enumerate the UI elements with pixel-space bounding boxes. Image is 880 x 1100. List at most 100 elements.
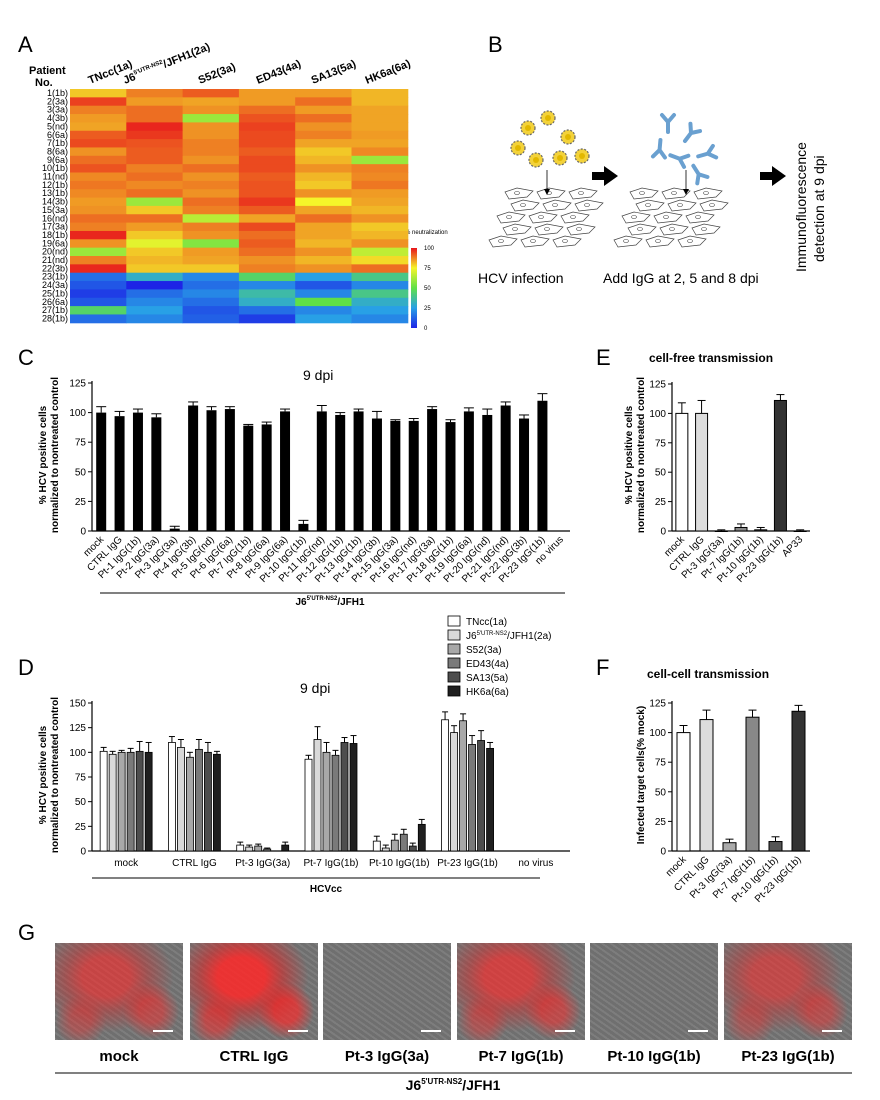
scale-bar <box>822 1030 842 1032</box>
heatmap-cell <box>238 97 296 107</box>
chart-d-ylabel-2: normalized to nontreated control <box>50 697 61 853</box>
heatmap-scale-tick: 75 <box>424 266 431 272</box>
chart-e-ylabel-2: normalized to nontreated control <box>636 377 647 533</box>
chart-f-bar <box>699 719 714 852</box>
chart-e-title: cell-free transmission <box>649 351 773 365</box>
down-arrow-head <box>544 189 550 195</box>
cell-nucleus <box>576 227 582 231</box>
microscopy-image <box>55 943 183 1040</box>
heatmap-cell <box>351 180 409 190</box>
heatmap-col-3: ED43(4a) <box>255 58 303 87</box>
heatmap-cell <box>126 247 184 257</box>
chart-e-bar <box>695 412 709 532</box>
heatmap-cell <box>182 97 240 107</box>
heatmap-cell <box>182 164 240 173</box>
chart-f-y-tick-label: 100 <box>649 728 666 739</box>
heatmap-cell <box>126 172 184 182</box>
chart-d-bar <box>477 740 485 852</box>
heatmap-row-label: 16(nd) <box>42 213 68 223</box>
heatmap-cell <box>351 289 409 299</box>
diagram-step-add-igg: Add IgG at 2, 5 and 8 dpi <box>603 270 759 286</box>
heatmap-cell <box>126 180 184 190</box>
chart-e-bar <box>675 412 689 532</box>
down-arrow-head <box>683 189 689 195</box>
heatmap-cell <box>351 114 409 123</box>
heatmap-cell <box>182 89 240 98</box>
chart-d-legend-swatch <box>447 643 461 655</box>
chart-c-bar <box>206 410 217 531</box>
chart-c-bar <box>224 409 235 531</box>
heatmap-cell <box>70 105 127 115</box>
heatmap-cell <box>70 230 127 240</box>
chart-c-bar <box>280 411 291 531</box>
chart-d-legend-label: S52(3a) <box>466 645 502 656</box>
panel-letter-a: A <box>18 32 33 57</box>
chart-c-bar <box>261 424 272 531</box>
heatmap-cell <box>295 264 352 274</box>
cell-nucleus <box>669 227 675 231</box>
chart-e-y-tick-label: 125 <box>649 380 666 391</box>
chart-d-bar <box>468 744 476 852</box>
heatmap-cell <box>351 306 409 315</box>
heatmap-cell <box>70 139 127 148</box>
cell-nucleus <box>663 215 669 219</box>
chart-c-title: 9 dpi <box>303 367 333 383</box>
heatmap-cell <box>295 139 352 148</box>
heatmap-cell <box>182 281 240 290</box>
cell-nucleus <box>639 191 645 195</box>
chart-c-bar <box>188 405 199 531</box>
heatmap-cell <box>70 247 127 257</box>
heatmap-cell <box>295 281 352 290</box>
heatmap-color-scale <box>411 248 417 328</box>
heatmap-cell <box>238 114 296 123</box>
chart-c-bar <box>335 414 346 531</box>
heatmap-cell <box>295 256 352 265</box>
heatmap-scale-title: % neutralization <box>405 230 448 236</box>
heatmap-row-label: 6(6a) <box>47 130 68 140</box>
heatmap-cell <box>295 230 352 240</box>
chart-c-y-tick-label: 0 <box>80 527 86 538</box>
cell-nucleus <box>562 239 568 243</box>
heatmap-cell <box>238 89 296 98</box>
heatmap-row-label: 2(3a) <box>47 96 68 106</box>
heatmap-cell <box>182 256 240 265</box>
heatmap-cell <box>351 214 409 224</box>
chart-f-y-tick-label: 25 <box>655 817 667 828</box>
antibody-icon <box>682 121 703 143</box>
virion-core <box>525 125 531 131</box>
chart-d-y-tick-label: 75 <box>75 773 87 784</box>
scale-bar <box>555 1030 575 1032</box>
heatmap-cell <box>351 247 409 257</box>
scale-bar <box>688 1030 708 1032</box>
heatmap-cell <box>351 230 409 240</box>
heatmap-cell <box>126 139 184 148</box>
heatmap-cell <box>295 205 352 215</box>
heatmap-cell <box>295 247 352 257</box>
heatmap-cell <box>295 147 352 157</box>
heatmap-cell <box>70 147 127 157</box>
heatmap-row-label: 1(1b) <box>47 88 68 98</box>
heatmap-cell <box>70 272 127 282</box>
chart-d-bar <box>304 758 313 852</box>
heatmap-row-label: 28(1b) <box>42 313 68 323</box>
heatmap-row-label: 21(nd) <box>42 255 68 265</box>
heatmap-cell <box>351 164 409 173</box>
microscopy-group-label: J65'UTR-NS2/JFH1 <box>406 1077 501 1093</box>
heatmap-cell <box>126 230 184 240</box>
heatmap-cell <box>182 139 240 148</box>
heatmap-cell <box>351 272 409 282</box>
antibody-icon <box>691 163 710 186</box>
cell-nucleus <box>701 227 707 231</box>
heatmap-cell <box>295 155 352 165</box>
chart-e-x-tick-label: AP33 <box>780 534 805 559</box>
heatmap-cell <box>126 256 184 265</box>
heatmap-cell <box>238 164 296 173</box>
heatmap-row-label: 7(1b) <box>47 138 68 148</box>
heatmap-cell <box>70 164 127 173</box>
heatmap-cell <box>126 239 184 249</box>
heatmap-scale-tick: 50 <box>424 286 431 292</box>
chart-d-x-tick-label: Pt-23 IgG(1b) <box>437 858 498 869</box>
chart-c-y-tick-label: 100 <box>69 408 86 419</box>
chart-d-x-tick-label: CTRL IgG <box>172 858 217 869</box>
chart-d-group-label: HCVcc <box>310 884 343 895</box>
